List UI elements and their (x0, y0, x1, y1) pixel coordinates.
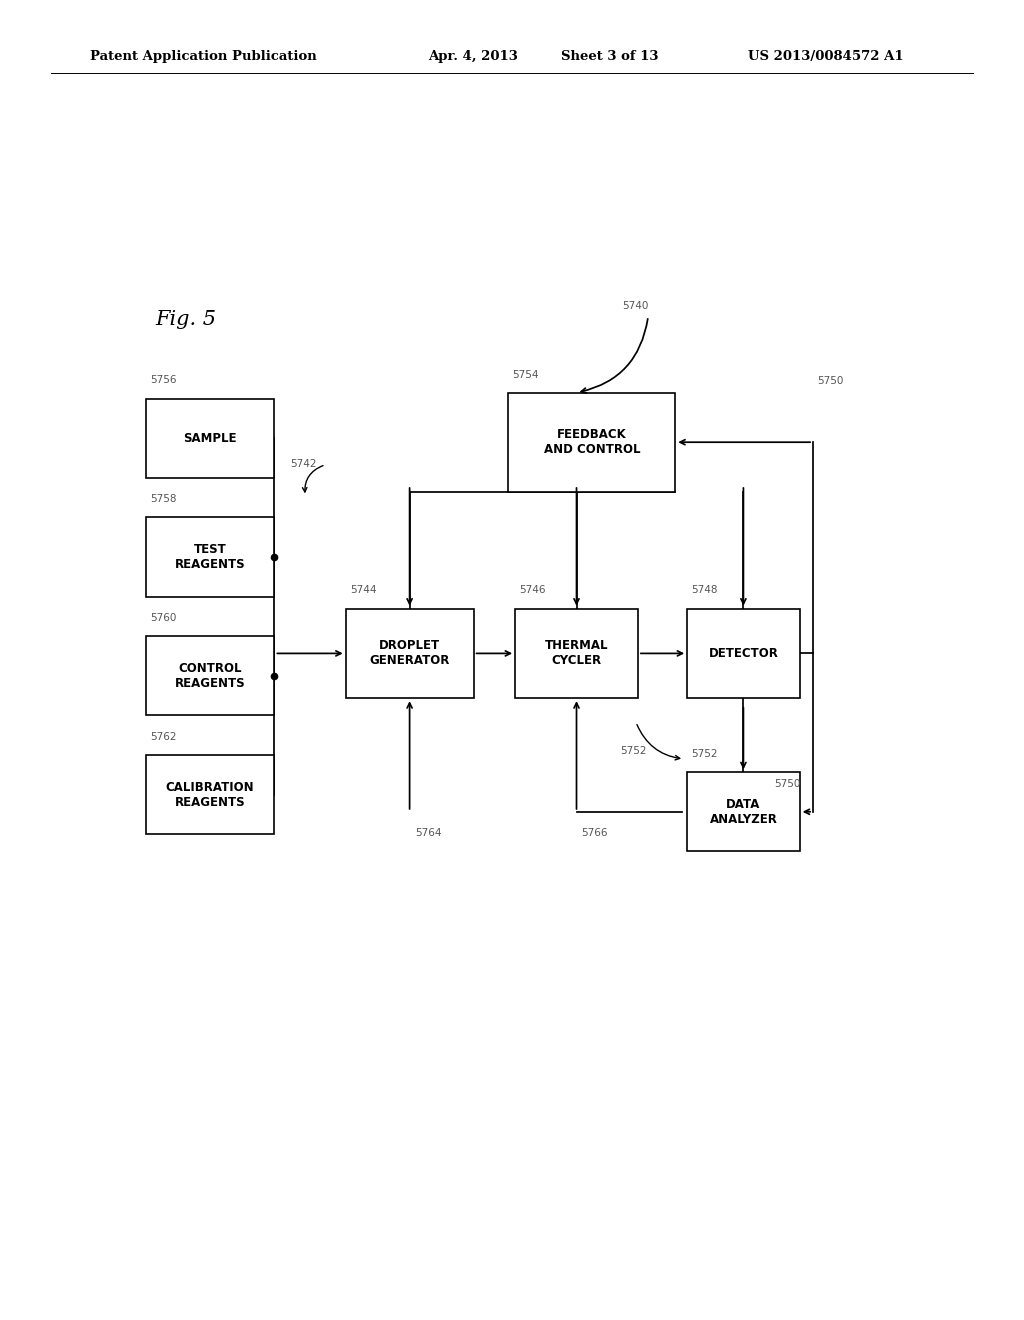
Text: DATA
ANALYZER: DATA ANALYZER (710, 797, 777, 826)
FancyBboxPatch shape (687, 609, 800, 698)
Text: 5754: 5754 (512, 370, 539, 380)
Text: FEEDBACK
AND CONTROL: FEEDBACK AND CONTROL (544, 428, 640, 457)
Text: 5740: 5740 (623, 301, 649, 312)
Text: 5750: 5750 (817, 376, 844, 385)
Text: US 2013/0084572 A1: US 2013/0084572 A1 (748, 50, 903, 63)
Text: THERMAL
CYCLER: THERMAL CYCLER (545, 639, 608, 668)
Text: Sheet 3 of 13: Sheet 3 of 13 (561, 50, 658, 63)
Text: 5748: 5748 (691, 585, 718, 595)
Text: 5752: 5752 (621, 746, 647, 756)
Text: 5766: 5766 (582, 828, 608, 838)
FancyBboxPatch shape (145, 399, 273, 478)
FancyBboxPatch shape (346, 609, 473, 698)
Text: 5764: 5764 (415, 828, 441, 838)
Text: CALIBRATION
REAGENTS: CALIBRATION REAGENTS (166, 780, 254, 809)
Text: 5760: 5760 (150, 612, 176, 623)
Text: 5744: 5744 (350, 585, 376, 595)
FancyBboxPatch shape (508, 393, 676, 491)
Text: DROPLET
GENERATOR: DROPLET GENERATOR (370, 639, 450, 668)
FancyBboxPatch shape (515, 609, 638, 698)
FancyBboxPatch shape (145, 636, 273, 715)
Text: 5762: 5762 (150, 731, 176, 742)
FancyBboxPatch shape (687, 772, 800, 851)
Text: Fig. 5: Fig. 5 (156, 310, 217, 329)
Text: 5752: 5752 (691, 748, 718, 759)
FancyBboxPatch shape (145, 517, 273, 597)
Text: 5758: 5758 (150, 494, 176, 504)
FancyBboxPatch shape (145, 755, 273, 834)
Text: 5742: 5742 (290, 458, 316, 469)
Text: Apr. 4, 2013: Apr. 4, 2013 (428, 50, 518, 63)
Text: DETECTOR: DETECTOR (709, 647, 778, 660)
Text: Patent Application Publication: Patent Application Publication (90, 50, 316, 63)
Text: 5750: 5750 (774, 779, 801, 789)
Text: TEST
REAGENTS: TEST REAGENTS (175, 543, 245, 572)
Text: 5746: 5746 (519, 585, 546, 595)
Text: 5756: 5756 (150, 375, 176, 385)
Text: CONTROL
REAGENTS: CONTROL REAGENTS (175, 661, 245, 690)
Text: SAMPLE: SAMPLE (183, 432, 237, 445)
